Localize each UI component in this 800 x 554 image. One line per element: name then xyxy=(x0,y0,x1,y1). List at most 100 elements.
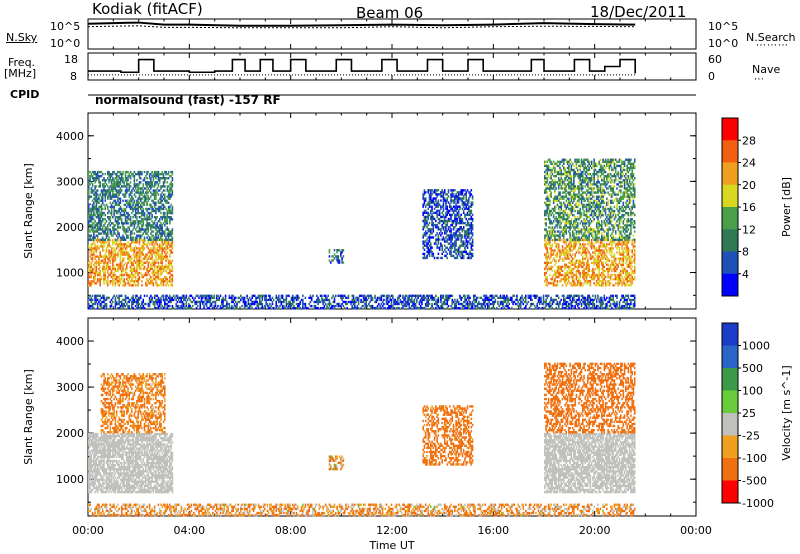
power-cell xyxy=(132,197,134,200)
power-cell xyxy=(597,267,599,271)
power-cell xyxy=(146,213,148,217)
power-cell xyxy=(555,271,557,275)
power-cell xyxy=(104,179,107,182)
power-cell xyxy=(593,187,595,190)
power-cell xyxy=(546,211,549,215)
power-cell xyxy=(589,187,592,190)
power-cell xyxy=(593,177,595,180)
power-cell xyxy=(622,255,625,258)
power-cell xyxy=(559,251,561,254)
power-cell xyxy=(559,205,561,209)
power-cell xyxy=(115,278,118,281)
power-cell xyxy=(107,230,109,233)
power-cell xyxy=(565,230,568,233)
power-cell xyxy=(124,267,127,271)
power-cell xyxy=(161,243,164,246)
power-cell xyxy=(573,177,575,180)
power-cell xyxy=(442,219,445,223)
power-cell xyxy=(604,247,607,250)
power-cell xyxy=(582,187,584,190)
power-cell xyxy=(583,205,585,209)
power-cell xyxy=(559,267,561,271)
power-cell xyxy=(169,174,171,178)
power-cell xyxy=(165,216,167,219)
power-cell xyxy=(146,172,148,176)
power-cell xyxy=(122,247,124,250)
power-cell xyxy=(561,172,564,176)
power-cell xyxy=(563,259,565,262)
power-cell xyxy=(554,166,556,170)
power-cell xyxy=(120,243,123,246)
power-cell xyxy=(585,261,588,264)
power-cell xyxy=(559,216,561,219)
power-cell xyxy=(576,205,579,209)
power-cell xyxy=(96,236,99,239)
power-cell xyxy=(122,269,124,273)
power-cell xyxy=(442,191,445,194)
power-cell xyxy=(89,220,91,223)
power-cell xyxy=(165,245,167,248)
power-cell xyxy=(546,166,549,170)
power-cell xyxy=(136,199,138,202)
power-cell xyxy=(336,255,338,258)
power-cell xyxy=(459,250,461,254)
power-cell xyxy=(119,187,122,190)
power-cell xyxy=(561,257,564,260)
power-cell xyxy=(108,241,110,244)
power-cell xyxy=(556,164,559,168)
power-cell xyxy=(561,183,564,186)
power-cell xyxy=(563,253,565,256)
power-cell xyxy=(565,245,568,248)
power-cell xyxy=(96,280,99,283)
power-cell xyxy=(455,238,457,241)
power-cell xyxy=(440,195,442,198)
power-cell xyxy=(133,181,136,184)
power-cell xyxy=(423,234,426,237)
power-cell xyxy=(554,278,556,281)
power-cell xyxy=(134,207,137,211)
power-cell xyxy=(550,282,552,285)
power-cell xyxy=(101,218,104,221)
power-cell xyxy=(564,253,566,256)
power-cell xyxy=(457,205,460,208)
power-cell xyxy=(451,234,454,237)
power-cell xyxy=(557,220,560,223)
power-cell xyxy=(112,205,114,209)
power-cell xyxy=(162,222,165,225)
power-cell xyxy=(544,273,546,277)
power-cell xyxy=(554,195,556,198)
power-cell xyxy=(155,228,157,231)
power-cell xyxy=(155,238,157,241)
power-cell xyxy=(142,275,145,279)
power-cell xyxy=(555,245,557,248)
power-cell xyxy=(454,232,456,235)
power-cell xyxy=(103,224,105,227)
power-cell xyxy=(627,255,630,258)
power-cell xyxy=(602,271,604,275)
power-cell xyxy=(108,243,110,246)
power-cell xyxy=(138,261,141,264)
power-cell xyxy=(155,261,157,264)
power-cell xyxy=(456,254,459,258)
power-cell xyxy=(117,218,119,221)
power-cell xyxy=(599,251,602,254)
power-cell xyxy=(88,267,90,271)
power-cell xyxy=(152,177,155,180)
power-cell xyxy=(90,216,93,219)
power-cell xyxy=(104,261,107,264)
power-cell xyxy=(126,170,128,174)
power-cell xyxy=(626,269,628,273)
power-cell xyxy=(446,240,449,243)
power-cell xyxy=(432,230,435,233)
power-cell xyxy=(114,284,117,287)
power-cell xyxy=(554,280,556,283)
power-cell xyxy=(594,275,597,279)
power-cell xyxy=(139,234,142,237)
power-cell xyxy=(424,232,427,235)
power-cell xyxy=(470,215,473,219)
power-cell xyxy=(469,213,471,217)
power-cell xyxy=(593,191,595,194)
power-cell xyxy=(549,203,551,207)
power-cell xyxy=(442,250,445,254)
power-cell xyxy=(161,238,164,241)
